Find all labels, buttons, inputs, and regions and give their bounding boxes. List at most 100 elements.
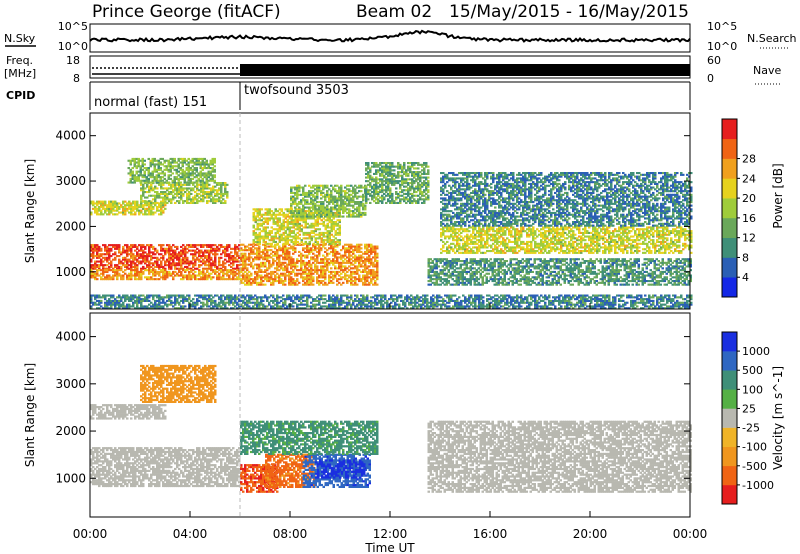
power-cell-r0 bbox=[90, 249, 93, 252]
power-cell-r4 bbox=[179, 176, 182, 179]
power-cell-r0 bbox=[172, 260, 175, 263]
power-cell-r8 bbox=[399, 200, 402, 203]
power-cell-r0 bbox=[186, 258, 189, 261]
power-cell-r6 bbox=[274, 208, 277, 211]
power-cell-r3 bbox=[212, 185, 215, 188]
power-cell-r0 bbox=[156, 264, 159, 267]
power-cell-r0 bbox=[130, 267, 133, 270]
power-cell-r5 bbox=[332, 258, 335, 261]
power-cell-r3 bbox=[162, 183, 165, 186]
power-cell-r0 bbox=[140, 244, 143, 247]
power-cell-r2 bbox=[136, 209, 139, 212]
power-cell-r9 bbox=[532, 228, 535, 231]
power-cell-r9 bbox=[466, 248, 469, 251]
power-cell-r5 bbox=[310, 247, 313, 250]
power-cell-r2 bbox=[158, 213, 161, 216]
power-cell-r3 bbox=[220, 183, 223, 186]
power-cell-r4 bbox=[127, 167, 130, 170]
power-cell-r4 bbox=[159, 168, 162, 171]
power-cell-r4 bbox=[141, 176, 144, 179]
power-cell-r0 bbox=[198, 260, 201, 263]
power-cell-r5 bbox=[284, 272, 287, 275]
power-cell-r3 bbox=[140, 196, 143, 199]
power-cell-r3 bbox=[196, 183, 199, 186]
power-cell-r4 bbox=[137, 157, 140, 160]
power-cell-r4 bbox=[213, 170, 216, 173]
power-cell-r3 bbox=[182, 192, 185, 195]
power-cell-r2 bbox=[114, 204, 117, 207]
power-cell-r5 bbox=[344, 265, 347, 268]
power-cell-r8 bbox=[419, 187, 422, 190]
power-cell-r0 bbox=[188, 267, 191, 270]
power-cell-r6 bbox=[258, 210, 261, 213]
power-cell-r3 bbox=[178, 183, 181, 186]
power-cell-r1 bbox=[230, 270, 233, 273]
power-cell-r8 bbox=[421, 165, 424, 168]
power-cell-r5 bbox=[358, 249, 361, 252]
power-cell-r0 bbox=[154, 247, 157, 250]
power-cell-r8 bbox=[373, 200, 376, 203]
power-cell-r9 bbox=[510, 231, 513, 234]
power-cell-r2 bbox=[130, 207, 133, 210]
power-cell-r8 bbox=[385, 163, 388, 166]
power-cell-r3 bbox=[170, 183, 173, 186]
power-cell-r0 bbox=[182, 262, 185, 265]
power-cell-r1 bbox=[188, 278, 191, 281]
power-cell-r4 bbox=[187, 168, 190, 171]
power-cell-r2 bbox=[110, 209, 113, 212]
power-cell-r4 bbox=[163, 168, 166, 171]
power-cell-r0 bbox=[210, 265, 213, 268]
power-cell-r6 bbox=[328, 235, 331, 238]
power-cell-r1 bbox=[200, 278, 203, 281]
power-cell-r8 bbox=[403, 167, 406, 170]
power-cell-r0 bbox=[108, 253, 111, 256]
power-cell-r0 bbox=[172, 258, 175, 261]
power-cell-r0 bbox=[116, 267, 119, 270]
power-cell-r1 bbox=[110, 269, 113, 272]
power-cell-r5 bbox=[344, 272, 347, 275]
power-cell-r9 bbox=[460, 231, 463, 234]
power-cell-r4 bbox=[201, 159, 204, 162]
power-cell-r9 bbox=[504, 239, 507, 242]
power-cell-r0 bbox=[136, 265, 139, 268]
power-cell-r3 bbox=[172, 185, 175, 188]
power-cell-r5 bbox=[294, 250, 297, 253]
power-cell-r0 bbox=[234, 267, 237, 270]
power-cell-r6 bbox=[278, 230, 281, 233]
power-cell-r1 bbox=[182, 276, 185, 279]
power-cell-r4 bbox=[155, 176, 158, 179]
power-cell-r0 bbox=[98, 247, 101, 250]
power-cell-r5 bbox=[322, 280, 325, 283]
power-cell-r8 bbox=[377, 187, 380, 190]
power-cell-r0 bbox=[148, 247, 151, 250]
power-cell-r3 bbox=[160, 191, 163, 194]
power-cell-r1 bbox=[180, 274, 183, 277]
power-cell-r8 bbox=[423, 171, 426, 174]
power-cell-r9 bbox=[442, 246, 445, 249]
power-cell-r0 bbox=[218, 244, 221, 247]
power-cell-r6 bbox=[322, 221, 325, 224]
power-cell-r0 bbox=[222, 264, 225, 267]
power-cell-r4 bbox=[203, 174, 206, 177]
power-cell-r0 bbox=[168, 251, 171, 254]
power-cell-r7 bbox=[352, 186, 355, 189]
power-cell-r1 bbox=[102, 272, 105, 275]
power-cell-r0 bbox=[212, 260, 215, 263]
power-cell-r0 bbox=[172, 249, 175, 252]
power-cell-r8 bbox=[367, 162, 370, 165]
power-cell-r0 bbox=[160, 253, 163, 256]
power-cell-r7 bbox=[344, 206, 347, 209]
power-cell-r0 bbox=[194, 253, 197, 256]
power-cell-r7 bbox=[310, 191, 313, 194]
power-cell-r6 bbox=[292, 226, 295, 229]
power-cell-r5 bbox=[250, 263, 253, 266]
power-cell-r4 bbox=[183, 176, 186, 179]
power-cell-r4 bbox=[139, 181, 142, 184]
power-cell-r3 bbox=[170, 185, 173, 188]
power-cell-r0 bbox=[204, 249, 207, 252]
power-cell-r5 bbox=[340, 272, 343, 275]
power-cell-r0 bbox=[208, 251, 211, 254]
power-cell-r5 bbox=[244, 254, 247, 257]
power-cell-r8 bbox=[365, 200, 368, 203]
power-cell-r4 bbox=[153, 157, 156, 160]
